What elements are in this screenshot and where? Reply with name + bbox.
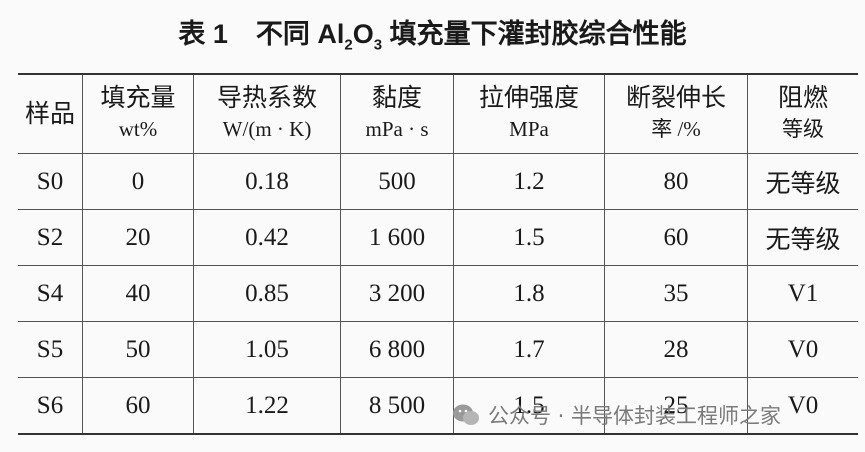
title-part: 3	[373, 36, 383, 54]
table-cell: 1 600	[340, 209, 454, 266]
table-cell: 0.42	[193, 209, 341, 266]
table-cell: V0	[747, 321, 858, 378]
table-cell: 无等级	[747, 209, 858, 266]
table-cell: 1.8	[453, 265, 605, 322]
table-cell: V1	[747, 265, 858, 322]
header-line: 拉伸强度	[478, 85, 579, 112]
table-cell: 35	[604, 265, 748, 322]
header-line: MPa	[509, 117, 549, 141]
table-cell: S5	[18, 321, 83, 378]
header-line: 等级	[782, 117, 824, 141]
title-part: O	[352, 19, 374, 49]
table-cell: 60	[604, 209, 748, 266]
table-cell: 0.85	[193, 265, 341, 322]
header-line: 导热系数	[216, 85, 317, 112]
table-cell: 1.7	[453, 321, 605, 378]
table-cell: 0	[82, 153, 194, 210]
header-cell: 导热系数 W/(m · K)	[193, 73, 341, 154]
watermark: 公众号 · 半导体封装工程师之家	[452, 400, 781, 430]
header-line: 阻燃	[777, 85, 828, 112]
title-part: 2	[344, 36, 353, 54]
table-row: S5 50 1.05 6 800 1.7 28 V0	[18, 321, 858, 378]
header-line: wt%	[118, 117, 158, 141]
table-cell: 80	[604, 153, 748, 210]
header-line: 黏度	[371, 85, 422, 112]
title-part: 填充量下灌封胶综合性能	[382, 19, 687, 49]
table-cell: S0	[18, 153, 83, 210]
table-cell: 500	[340, 153, 454, 210]
table-cell: S2	[18, 209, 83, 266]
table-cell: V0	[747, 377, 858, 435]
header-cell: 样品	[18, 73, 83, 154]
header-line: W/(m · K)	[222, 117, 312, 141]
table-cell: 40	[82, 265, 194, 322]
table-title: 表 1 不同 Al2O3 填充量下灌封胶综合性能	[0, 12, 865, 53]
wechat-icon	[453, 404, 479, 425]
table-row: S4 40 0.85 3 200 1.8 35 V1	[18, 265, 858, 322]
table-cell: 25	[604, 377, 748, 435]
title-part: 不同 Al	[255, 19, 345, 49]
table-cell: 1.22	[193, 377, 341, 435]
table-cell: 1.05	[193, 321, 341, 378]
table-cell: 无等级	[747, 153, 858, 210]
header-line: 断裂伸长	[625, 85, 726, 112]
data-table: 样品 填充量 wt% 导热系数 W/(m · K) 黏度 mPa · s 拉伸强度 MPa 断裂伸…	[18, 73, 858, 435]
header-cell: 填充量 wt%	[82, 73, 194, 154]
table-cell: 1.5	[453, 209, 605, 266]
header-line: 填充量	[100, 85, 176, 112]
table-body: S0 0 0.18 500 1.2 80 无等级 S2 20 0.42 1 600 1.5 60 无等级 S…	[18, 153, 858, 435]
table-cell: 50	[82, 321, 194, 378]
table-cell: S4	[18, 265, 83, 322]
table-cell: 6 800	[340, 321, 454, 378]
table-row: S2 20 0.42 1 600 1.5 60 无等级	[18, 209, 858, 266]
table-row: S0 0 0.18 500 1.2 80 无等级	[18, 153, 858, 210]
table-cell: 1.5	[453, 377, 605, 435]
header-row: 样品 填充量 wt% 导热系数 W/(m · K) 黏度 mPa · s 拉伸强度 MPa 断裂伸…	[18, 73, 858, 154]
table-cell: 0.18	[193, 153, 341, 210]
header-line: 率 /%	[651, 117, 701, 141]
header-cell: 断裂伸长率 /%	[604, 73, 748, 154]
table-cell: S6	[18, 377, 83, 435]
table-cell: 1.2	[453, 153, 605, 210]
table-row: S6 60 1.22 8 500 1.5 25 V0	[18, 377, 858, 435]
table-cell: 8 500	[340, 377, 454, 435]
table-cell: 60	[82, 377, 194, 435]
header-cell: 黏度 mPa · s	[340, 73, 454, 154]
table-cell: 3 200	[340, 265, 454, 322]
header-cell: 拉伸强度 MPa	[453, 73, 605, 154]
table-cell: 20	[82, 209, 194, 266]
watermark-text: 公众号 · 半导体封装工程师之家	[488, 404, 782, 428]
header-line: 样品	[24, 100, 75, 128]
table-cell: 28	[604, 321, 748, 378]
header-cell: 阻燃 等级	[747, 73, 858, 154]
header-line: mPa · s	[365, 117, 429, 141]
title-label: 表 1	[178, 19, 228, 49]
